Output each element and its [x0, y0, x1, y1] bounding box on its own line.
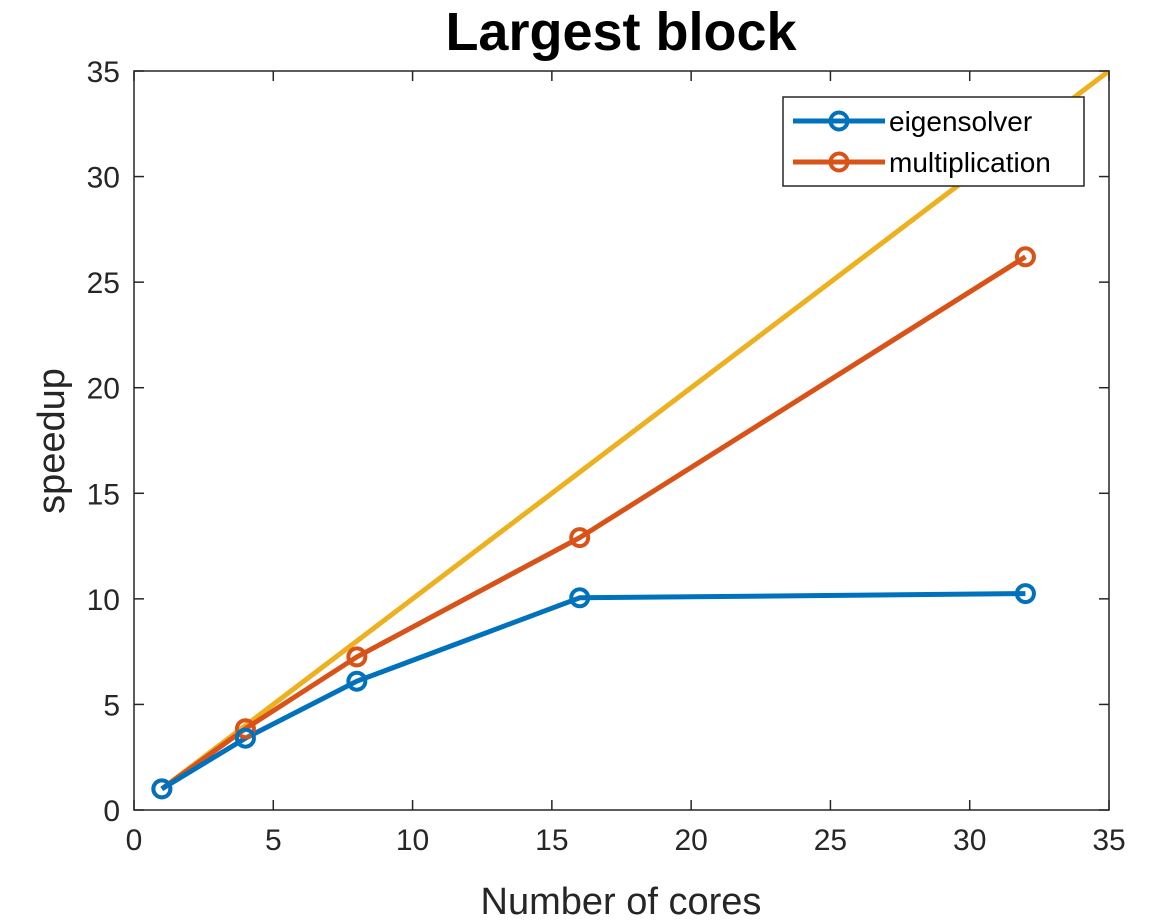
- x-tick-label: 35: [1092, 824, 1125, 857]
- legend: eigensolver multiplication: [782, 96, 1085, 187]
- y-tick-label: 30: [87, 162, 120, 195]
- y-tick-label: 35: [87, 56, 120, 89]
- x-tick-label: 5: [265, 824, 282, 857]
- y-axis-label: speedup: [31, 368, 73, 514]
- x-tick-label: 20: [674, 824, 707, 857]
- x-tick-label: 25: [814, 824, 847, 857]
- markers-layer: [151, 246, 1036, 800]
- y-tick-label: 5: [103, 689, 120, 722]
- plot-area-frame: [133, 70, 1110, 811]
- legend-marker-multiplication: [828, 151, 850, 173]
- y-tick-label: 10: [87, 584, 120, 617]
- series-line-multiplication: [160, 254, 1027, 791]
- y-tick-label: 0: [103, 795, 120, 828]
- data-point-eigensolver: [234, 727, 256, 749]
- chart-title: Largest block: [445, 2, 797, 62]
- series-line-reference: [160, 71, 1109, 791]
- x-tick-label: 15: [535, 824, 568, 857]
- x-tick-label: 30: [953, 824, 986, 857]
- x-tick-label: 0: [126, 824, 143, 857]
- x-tick-label: 10: [396, 824, 429, 857]
- y-tick-label: 25: [87, 267, 120, 300]
- legend-marker-eigensolver: [828, 110, 850, 132]
- legend-label-eigensolver: eigensolver: [889, 106, 1032, 137]
- data-point-eigensolver: [569, 587, 591, 609]
- axis-ticks: 0 5 10 15 20 25 30 35 0 5 10 15 20 25 30 35: [87, 56, 1126, 857]
- data-point-multiplication: [346, 646, 368, 668]
- series-line-eigensolver: [160, 591, 1026, 792]
- data-point-multiplication: [569, 527, 591, 549]
- data-point-eigensolver: [346, 670, 368, 692]
- y-tick-label: 15: [87, 478, 120, 511]
- data-point-multiplication: [234, 718, 256, 740]
- y-tick-label: 20: [87, 373, 120, 406]
- x-axis-label: Number of cores: [481, 881, 762, 923]
- data-point-eigensolver: [1014, 583, 1036, 605]
- legend-label-multiplication: multiplication: [889, 147, 1051, 178]
- data-point-eigensolver: [151, 778, 173, 800]
- data-point-multiplication: [1014, 246, 1036, 268]
- legend-box: [782, 96, 1085, 187]
- series-layer: [160, 71, 1109, 792]
